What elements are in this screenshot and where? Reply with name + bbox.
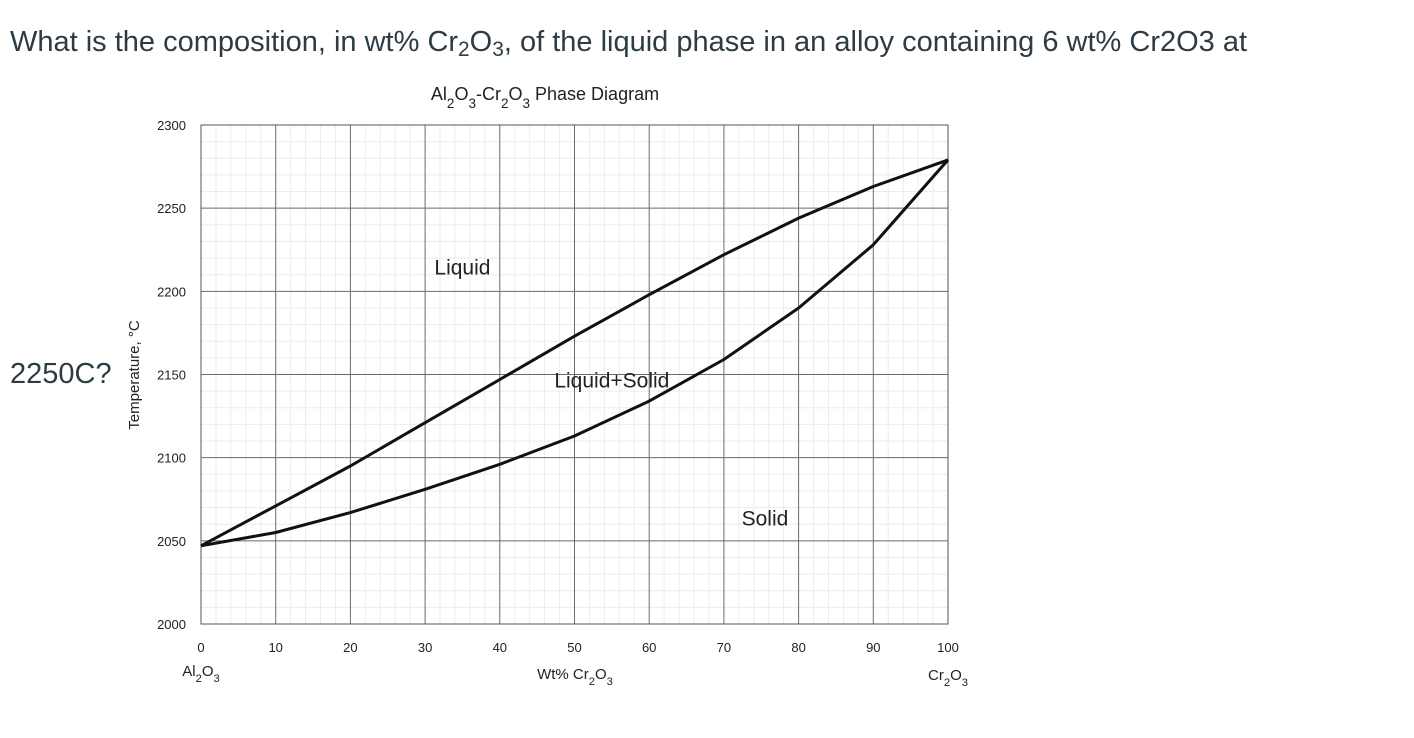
y-tick-label: 2250 bbox=[157, 201, 186, 216]
x-end-label-right: Cr2O3 bbox=[928, 667, 968, 689]
y-axis-label: Temperature, °C bbox=[126, 320, 143, 430]
x-end-label-left: Al2O3 bbox=[182, 663, 220, 685]
chart-title: Al2O3-Cr2O3 Phase Diagram bbox=[431, 84, 659, 111]
x-tick-label: 40 bbox=[493, 640, 507, 655]
solidus-line bbox=[200, 158, 950, 548]
x-axis-label: Wt% Cr2O3 bbox=[537, 666, 613, 688]
question-text: What is the composition, in wt% Cr2O3, o… bbox=[10, 26, 1248, 62]
x-tick-label: 50 bbox=[567, 640, 581, 655]
x-tick-label: 90 bbox=[866, 640, 880, 655]
x-tick-label: 10 bbox=[268, 640, 282, 655]
x-tick-label: 80 bbox=[791, 640, 805, 655]
question-text-continuation: 2250C? bbox=[10, 358, 112, 390]
y-tick-label: 2200 bbox=[157, 284, 186, 299]
y-tick-label: 2050 bbox=[157, 534, 186, 549]
x-tick-label: 0 bbox=[197, 640, 204, 655]
region-label: Liquid+Solid bbox=[554, 369, 669, 392]
liquidus-line bbox=[200, 158, 949, 548]
region-label: Solid bbox=[742, 508, 789, 531]
x-tick-label: 20 bbox=[343, 640, 357, 655]
region-label: Liquid bbox=[434, 256, 490, 279]
y-tick-label: 2000 bbox=[157, 617, 186, 632]
x-tick-label: 60 bbox=[642, 640, 656, 655]
plot-frame bbox=[200, 124, 949, 625]
x-tick-label: 70 bbox=[717, 640, 731, 655]
y-tick-label: 2300 bbox=[157, 118, 186, 133]
y-tick-label: 2100 bbox=[157, 451, 186, 466]
x-tick-label: 30 bbox=[418, 640, 432, 655]
y-tick-label: 2150 bbox=[157, 368, 186, 383]
x-tick-label: 100 bbox=[937, 640, 959, 655]
